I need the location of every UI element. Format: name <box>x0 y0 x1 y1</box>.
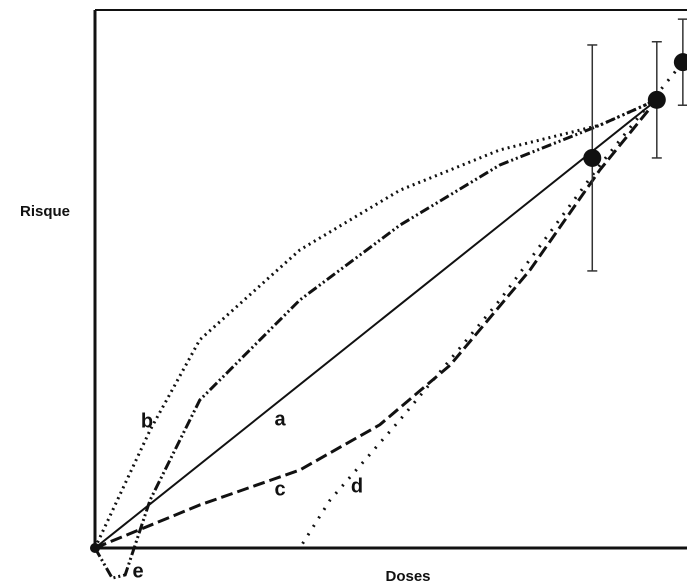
curve <box>94 99 658 549</box>
curve <box>94 98 658 550</box>
curve-label: a <box>274 408 286 430</box>
y-axis-label: Risque <box>20 203 70 220</box>
data-point <box>673 53 687 72</box>
curve-label: c <box>274 478 285 500</box>
curve-label: e <box>132 560 143 582</box>
curve-label: d <box>351 475 363 497</box>
x-axis-label: Doses <box>385 568 430 585</box>
data-point <box>647 90 666 109</box>
curve <box>95 61 685 550</box>
curve-label: b <box>141 410 153 432</box>
data-point <box>583 148 602 167</box>
curve <box>93 98 658 580</box>
data-point <box>90 543 100 553</box>
